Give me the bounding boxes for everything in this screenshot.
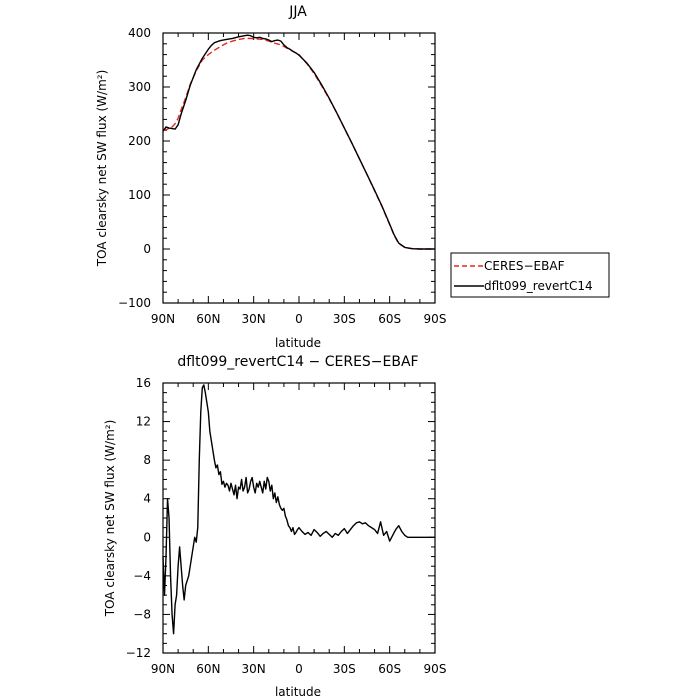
top-chart-panel: JJA TOA clearsky net SW flux (W/m²) lati… [95, 4, 446, 350]
bottom-y-tick-label: −8 [133, 607, 151, 621]
bottom-y-tick-label: −12 [126, 646, 151, 660]
bottom-y-tick-label: −4 [133, 569, 151, 583]
top-series-line-0 [162, 37, 435, 250]
bottom-y-tick-label: 4 [143, 492, 151, 506]
bottom-y-tick-label: 16 [136, 376, 151, 390]
legend-box [450, 252, 610, 298]
top-chart-title: JJA [288, 4, 307, 20]
bottom-chart-lines [162, 384, 435, 635]
top-y-tick-label: 400 [128, 26, 151, 40]
bottom-series-line-0 [162, 384, 435, 635]
bottom-x-tick-label: 0 [295, 662, 303, 676]
bottom-x-tick-label: 90S [424, 662, 447, 676]
top-y-tick-label: −100 [118, 296, 151, 310]
top-y-tick-label: 200 [128, 134, 151, 148]
legend: CERES−EBAF dflt099_revertC14 [450, 252, 610, 298]
bottom-chart-y-axis-label: TOA clearsky net SW flux (W/m²) [103, 420, 117, 618]
bottom-chart-x-axis-label: latitude [275, 685, 321, 699]
top-x-tick-label: 30S [333, 312, 356, 326]
top-x-tick-label: 90S [424, 312, 447, 326]
top-chart-x-axis-label: latitude [275, 336, 321, 350]
legend-label-ceres: CERES−EBAF [484, 259, 565, 273]
top-chart-y-axis-label: TOA clearsky net SW flux (W/m²) [95, 70, 109, 268]
top-chart-ticks: 90N 60N 30N 0 30S 60S 90S −100 0 100 200 300 400 [118, 26, 446, 326]
top-y-tick-label: 100 [128, 188, 151, 202]
bottom-y-tick-label: 0 [143, 530, 151, 544]
bottom-x-tick-label: 60S [378, 662, 401, 676]
bottom-x-tick-label: 30S [333, 662, 356, 676]
bottom-chart-ticks: 90N 60N 30N 0 30S 60S 90S −12 −8 −4 0 4 8 12 16 [126, 376, 447, 676]
top-x-tick-label: 90N [151, 312, 175, 326]
top-y-tick-label: 300 [128, 80, 151, 94]
top-chart-frame [162, 32, 436, 304]
top-chart-lines [162, 34, 435, 250]
bottom-chart-frame [162, 382, 436, 654]
top-y-tick-label: 0 [143, 242, 151, 256]
top-series-line-1 [162, 34, 435, 250]
bottom-y-tick-label: 12 [136, 415, 151, 429]
legend-label-model: dflt099_revertC14 [484, 279, 593, 293]
bottom-x-tick-label: 90N [151, 662, 175, 676]
top-x-tick-label: 60N [196, 312, 220, 326]
bottom-y-tick-label: 8 [143, 453, 151, 467]
bottom-chart-panel: dflt099_revertC14 − CERES−EBAF TOA clear… [103, 354, 446, 699]
bottom-x-tick-label: 30N [242, 662, 266, 676]
bottom-chart-title: dflt099_revertC14 − CERES−EBAF [177, 354, 418, 370]
top-x-tick-label: 0 [295, 312, 303, 326]
top-x-tick-label: 30N [242, 312, 266, 326]
top-x-tick-label: 60S [378, 312, 401, 326]
bottom-x-tick-label: 60N [196, 662, 220, 676]
